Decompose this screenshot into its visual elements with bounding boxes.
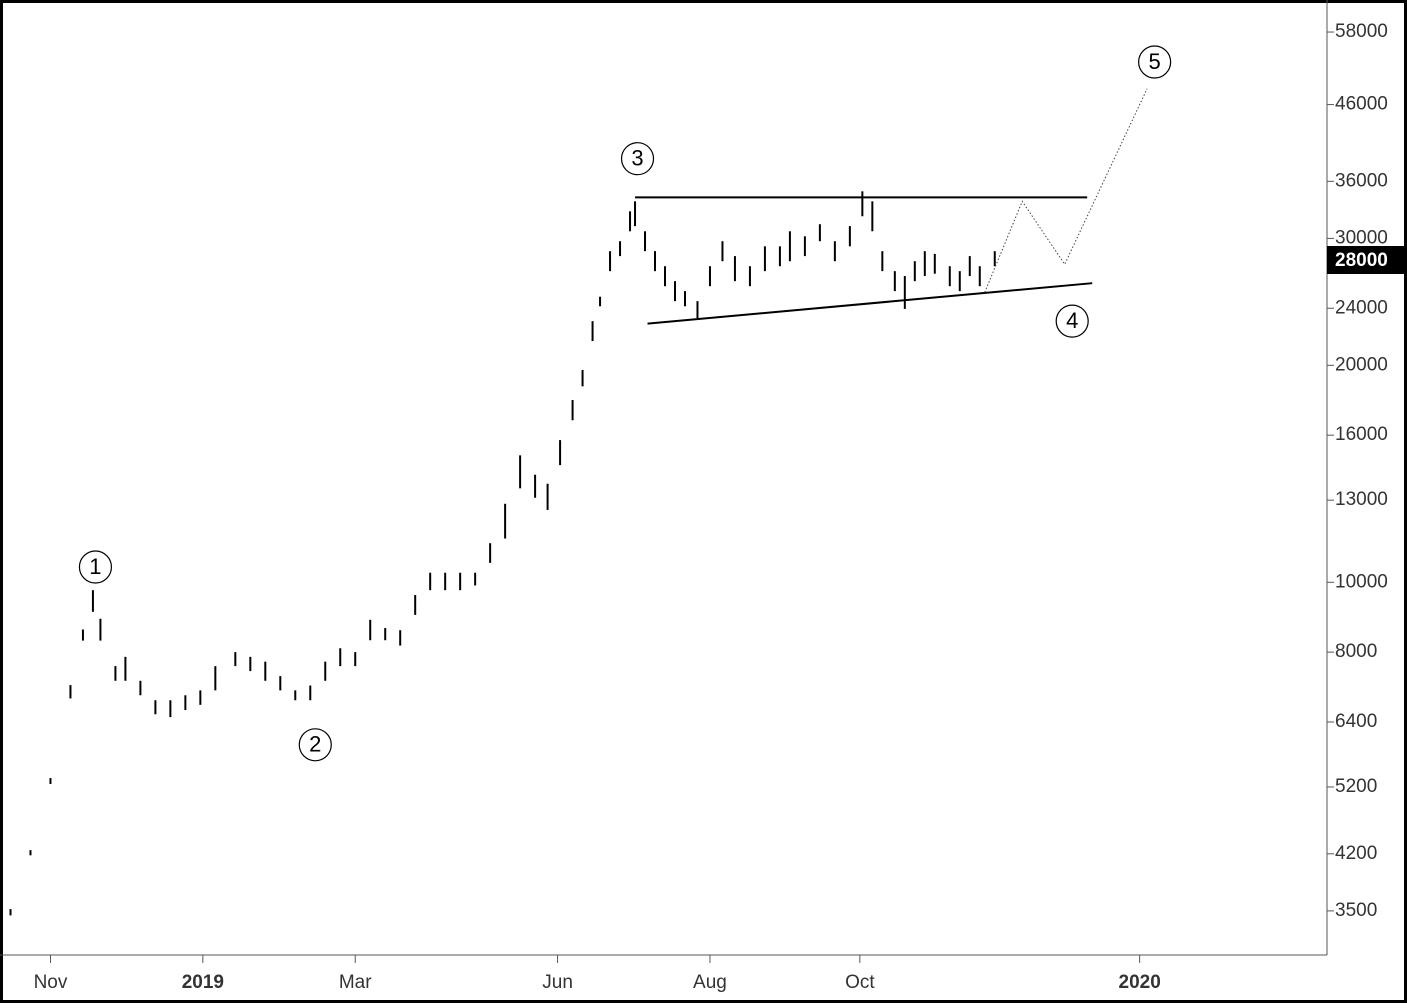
x-tick-label: Nov — [34, 972, 68, 993]
x-tick-label: Jun — [542, 972, 573, 993]
y-tick-label: 24000 — [1335, 297, 1388, 318]
wave-label: 1 — [89, 554, 101, 579]
y-tick-label: 16000 — [1335, 424, 1388, 445]
last-price-box — [1327, 245, 1405, 274]
y-tick-label: 8000 — [1335, 641, 1377, 662]
y-tick-label: 36000 — [1335, 170, 1388, 191]
wave-circle — [620, 142, 655, 176]
wave-circle — [1138, 45, 1172, 79]
x-tick-label: Aug — [693, 972, 727, 993]
y-tick-label: 58000 — [1335, 21, 1388, 42]
last-price-label: 28000 — [1335, 250, 1388, 271]
y-tick-label: 10000 — [1335, 571, 1388, 592]
wave-circle — [78, 550, 113, 584]
wave-circle — [1055, 304, 1089, 338]
projection — [984, 88, 1148, 293]
y-tick-label: 4200 — [1335, 843, 1377, 864]
y-tick-label: 13000 — [1335, 489, 1388, 510]
x-tick-label: 2019 — [182, 972, 224, 993]
trendline — [647, 282, 1093, 325]
y-tick-label: 3500 — [1335, 900, 1377, 921]
wave-label: 2 — [309, 732, 321, 757]
wave-label: 5 — [1149, 49, 1161, 74]
y-tick-label: 20000 — [1335, 354, 1388, 375]
y-tick-label: 5200 — [1335, 776, 1377, 797]
x-tick-label: Oct — [845, 972, 875, 993]
x-tick-label: Mar — [339, 972, 372, 993]
x-tick-label: 2020 — [1119, 972, 1161, 993]
wave-circle — [298, 728, 332, 762]
y-tick-label: 30000 — [1335, 227, 1388, 248]
wave-label: 3 — [631, 145, 643, 170]
y-tick-label: 6400 — [1335, 711, 1377, 732]
y-tick-label: 46000 — [1335, 94, 1388, 115]
wave-label: 4 — [1066, 308, 1078, 333]
